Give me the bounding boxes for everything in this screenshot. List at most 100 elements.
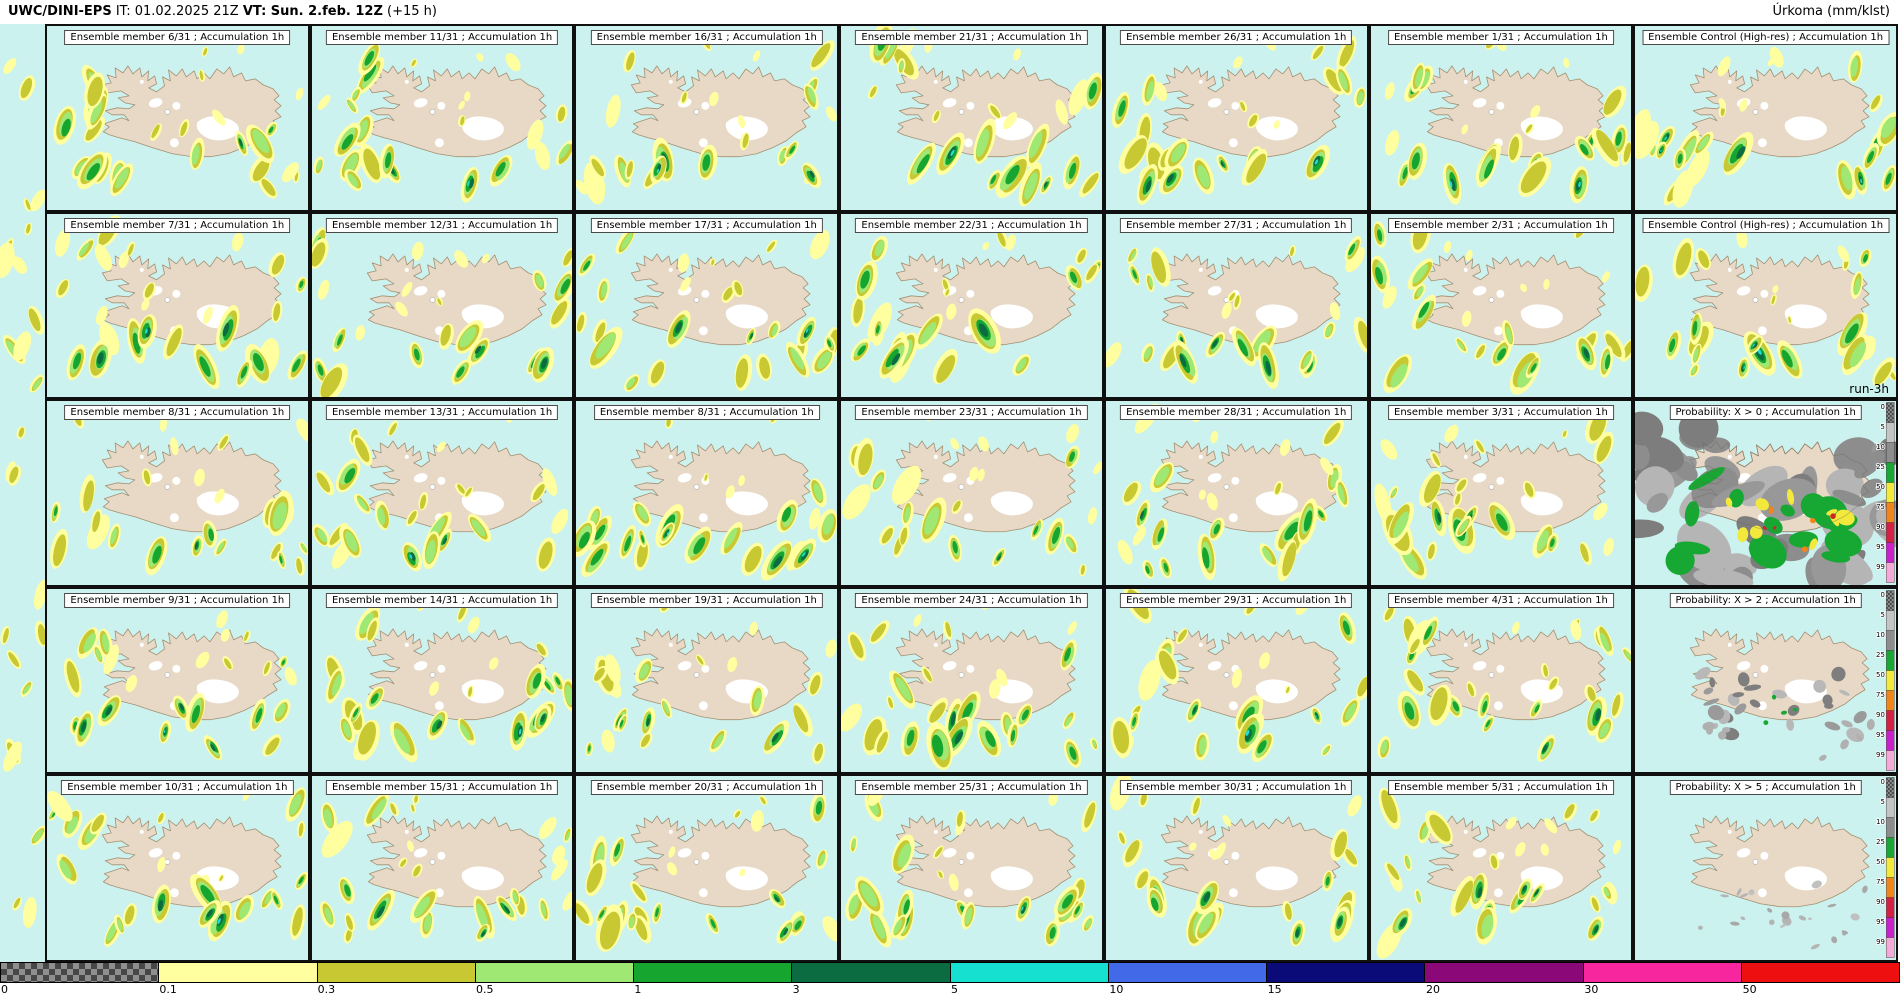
model-name: UWC/DINI-EPS <box>8 4 112 19</box>
panel-ensemble-member-1-31-accumulation-1h: Ensemble member 1/31 ; Accumulation 1h <box>1368 24 1634 212</box>
header-bar: UWC/DINI-EPS IT: 01.02.2025 21Z VT: Sun.… <box>0 0 1900 24</box>
svg-text:10: 10 <box>1876 818 1885 826</box>
colorbar-segment <box>950 963 1109 982</box>
colorbar-segment <box>1267 963 1426 982</box>
iceland-map: 0 5 10 25 50 75 90 95 99 <box>1635 776 1896 960</box>
svg-text:95: 95 <box>1876 543 1885 551</box>
panel-title: Ensemble member 8/31 ; Accumulation 1h <box>593 405 820 421</box>
panel-ensemble-member-30-31-accumulation-1h: Ensemble member 30/31 ; Accumulation 1h <box>1103 774 1369 962</box>
panel-ensemble-member-16-31-accumulation-1h: Ensemble member 16/31 ; Accumulation 1h <box>574 24 840 212</box>
panel-ensemble-member-2-31-accumulation-1h: Ensemble member 2/31 ; Accumulation 1h <box>1368 211 1634 400</box>
panel-ensemble-member-23-31-accumulation-1h: Ensemble member 23/31 ; Accumulation 1h <box>839 399 1104 587</box>
panel-title: Ensemble member 3/31 ; Accumulation 1h <box>1388 405 1614 421</box>
iceland-map <box>1105 776 1367 960</box>
iceland-map <box>1105 588 1367 773</box>
colorbar-tick-label: 20 <box>1426 983 1440 996</box>
panel-title: Ensemble member 23/31 ; Accumulation 1h <box>855 405 1088 421</box>
panel-ensemble-member-12-31-accumulation-1h: Ensemble member 12/31 ; Accumulation 1h <box>309 211 575 400</box>
colorbar-segment <box>792 963 951 982</box>
colorbar-tick-label: 3 <box>792 983 800 996</box>
panel-ensemble-member-28-31-accumulation-1h: Ensemble member 28/31 ; Accumulation 1h <box>1103 399 1369 587</box>
parameter-unit-label: Úrkoma (mm/klst) <box>1772 4 1890 19</box>
panel-ensemble-member-6-31-accumulation-1h: Ensemble member 6/31 ; Accumulation 1h <box>45 24 310 212</box>
panel-title: Ensemble member 26/31 ; Accumulation 1h <box>1120 30 1353 45</box>
panel-ensemble-member-24-31-accumulation-1h: Ensemble member 24/31 ; Accumulation 1h <box>839 586 1104 775</box>
panel-ensemble-member-9-31-accumulation-1h: Ensemble member 9/31 ; Accumulation 1h <box>45 586 310 775</box>
svg-text:95: 95 <box>1876 918 1885 926</box>
iceland-map <box>1105 401 1367 585</box>
init-time: IT: 01.02.2025 21Z <box>115 4 239 19</box>
iceland-map <box>841 776 1102 960</box>
colorbar-segment <box>1 963 160 982</box>
panel-title: Ensemble member 10/31 ; Accumulation 1h <box>61 780 294 796</box>
svg-text:25: 25 <box>1876 838 1885 846</box>
panel-ensemble-member-5-31-accumulation-1h: Ensemble member 5/31 ; Accumulation 1h <box>1368 774 1634 962</box>
svg-text:90: 90 <box>1876 523 1885 531</box>
panel-title: Ensemble member 13/31 ; Accumulation 1h <box>325 405 559 421</box>
panel-title: Ensemble member 29/31 ; Accumulation 1h <box>1120 592 1353 608</box>
svg-text:10: 10 <box>1876 631 1885 639</box>
panel-ensemble-member-25-31-accumulation-1h: Ensemble member 25/31 ; Accumulation 1h <box>839 774 1104 962</box>
iceland-map <box>841 26 1102 210</box>
panel-title: Ensemble member 30/31 ; Accumulation 1h <box>1120 780 1353 796</box>
svg-text:90: 90 <box>1876 711 1885 719</box>
svg-text:5: 5 <box>1881 423 1885 431</box>
iceland-map <box>1635 26 1896 210</box>
panel-title: Probability: X > 5 ; Accumulation 1h <box>1669 780 1862 796</box>
panel-title: Ensemble member 22/31 ; Accumulation 1h <box>855 217 1088 233</box>
panel-ensemble-member-10-31-accumulation-1h: Ensemble member 10/31 ; Accumulation 1h <box>45 774 310 962</box>
panel-probability-x-5-accumulation-1h: 0 5 10 25 50 75 90 95 99 Probability: X > 5 ; Ac… <box>1633 774 1898 962</box>
margin-strip <box>0 24 48 962</box>
panel-title: Ensemble member 5/31 ; Accumulation 1h <box>1388 780 1614 796</box>
panel-ensemble-member-8-31-accumulation-1h: Ensemble member 8/31 ; Accumulation 1h <box>574 399 840 587</box>
panel-ensemble-member-4-31-accumulation-1h: Ensemble member 4/31 ; Accumulation 1h <box>1368 586 1634 775</box>
iceland-map <box>1370 401 1632 585</box>
colorbar-tick-label: 0 <box>1 983 8 996</box>
panel-ensemble-control-high-res-accumulation-1h: Ensemble Control (High-res) ; Accumulati… <box>1633 211 1898 400</box>
panel-title: Ensemble member 21/31 ; Accumulation 1h <box>855 30 1088 45</box>
svg-text:99: 99 <box>1876 751 1885 759</box>
panel-title: Ensemble member 20/31 ; Accumulation 1h <box>590 780 823 796</box>
panel-title: Ensemble member 7/31 ; Accumulation 1h <box>64 217 291 233</box>
iceland-map <box>1635 213 1896 398</box>
panel-title: Ensemble member 2/31 ; Accumulation 1h <box>1388 217 1614 233</box>
panel-title: Ensemble member 11/31 ; Accumulation 1h <box>325 30 559 45</box>
svg-text:95: 95 <box>1876 731 1885 739</box>
iceland-map <box>841 588 1102 773</box>
iceland-map <box>1370 588 1632 773</box>
valid-time: VT: Sun. 2.feb. 12Z <box>242 4 383 19</box>
colorbar-segment <box>1741 963 1899 982</box>
panel-title: Probability: X > 0 ; Accumulation 1h <box>1669 405 1862 421</box>
colorbar-segment <box>634 963 793 982</box>
iceland-map <box>576 588 838 773</box>
iceland-map <box>311 776 573 960</box>
iceland-map: 0 5 10 25 50 75 90 95 99 <box>1635 588 1896 773</box>
panel-ensemble-control-high-res-accumulation-1h: Ensemble Control (High-res) ; Accumulati… <box>1633 24 1898 212</box>
svg-text:5: 5 <box>1881 611 1885 619</box>
svg-text:90: 90 <box>1876 898 1885 906</box>
svg-text:50: 50 <box>1876 858 1885 866</box>
svg-text:25: 25 <box>1876 463 1885 471</box>
svg-text:75: 75 <box>1876 691 1885 699</box>
margin-strip-art <box>0 24 48 962</box>
panel-title: Ensemble member 15/31 ; Accumulation 1h <box>325 780 559 796</box>
panel-title: Ensemble member 19/31 ; Accumulation 1h <box>590 592 823 608</box>
svg-text:75: 75 <box>1876 503 1885 511</box>
panel-ensemble-member-21-31-accumulation-1h: Ensemble member 21/31 ; Accumulation 1h <box>839 24 1104 212</box>
panel-ensemble-member-19-31-accumulation-1h: Ensemble member 19/31 ; Accumulation 1h <box>574 586 840 775</box>
panel-ensemble-member-3-31-accumulation-1h: Ensemble member 3/31 ; Accumulation 1h <box>1368 399 1634 587</box>
svg-text:5: 5 <box>1881 798 1885 806</box>
colorbar-tick-label: 0.5 <box>476 983 494 996</box>
iceland-map <box>47 776 308 960</box>
lead-time: (+15 h) <box>387 4 437 19</box>
colorbar-segment <box>1425 963 1584 982</box>
panel-ensemble-member-11-31-accumulation-1h: Ensemble member 11/31 ; Accumulation 1h <box>309 24 575 212</box>
iceland-map <box>576 776 838 960</box>
panel-ensemble-member-20-31-accumulation-1h: Ensemble member 20/31 ; Accumulation 1h <box>574 774 840 962</box>
panel-probability-x-0-accumulation-1h: 0 5 10 25 50 75 90 95 99 Probability: X > 0 ; Ac… <box>1633 399 1898 587</box>
svg-text:10: 10 <box>1876 443 1885 451</box>
svg-text:99: 99 <box>1876 938 1885 946</box>
colorbar-swatches <box>0 962 1900 983</box>
panel-title: Ensemble Control (High-res) ; Accumulati… <box>1642 217 1890 233</box>
panel-title: Ensemble member 12/31 ; Accumulation 1h <box>325 217 559 233</box>
